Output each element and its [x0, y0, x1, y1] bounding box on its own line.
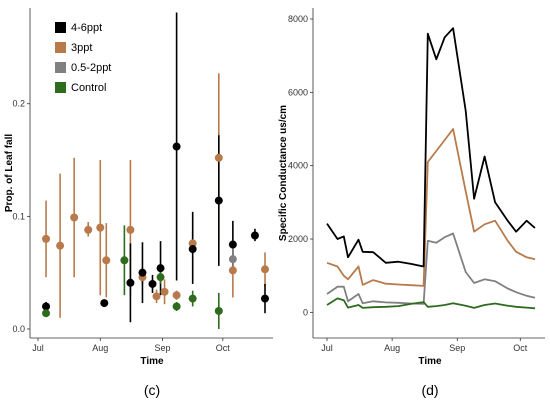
panel-c-point-control [173, 302, 181, 310]
panel-c-point-4-6ppt [229, 241, 237, 249]
panel-c-point-control [189, 295, 197, 303]
panel-c-point-4-6ppt [173, 143, 181, 151]
legend-swatch-4-6ppt [55, 22, 66, 33]
panel-c-y-tick-label: 0.2 [12, 99, 25, 109]
panel-c-x-tick-label: Jul [32, 343, 44, 353]
panel-c-point-control [120, 256, 128, 264]
panel-d: Jul Aug Sep Oct 0 2000 4000 6000 8000 Time Speci… [278, 8, 545, 398]
panel-c-point-3ppt [215, 154, 223, 162]
panel-c-plot-area [30, 8, 273, 338]
panel-c-point-3ppt [153, 292, 161, 300]
legend-label-control: Control [71, 82, 106, 94]
panel-c-point-control [42, 309, 50, 317]
legend-swatch-3ppt [55, 42, 66, 53]
panel-c-point-4-6ppt [100, 299, 108, 307]
panel-c-point-3ppt [56, 242, 64, 250]
panel-d-y-tick-label: 8000 [288, 14, 308, 24]
panel-d-y-axis-label: Specific Conductance us/cm [278, 105, 289, 241]
panel-d-y-tick-label: 6000 [288, 87, 308, 97]
panel-c-point-4-6ppt [261, 295, 269, 303]
panel-d-x-tick-label: Oct [513, 343, 528, 353]
panel-c-x-tick-label: Sep [155, 343, 171, 353]
panel-c-y-axis-label: Prop. of Leaf fall [4, 134, 15, 213]
panel-d-y-tick-label: 4000 [288, 161, 308, 171]
panel-c-point-3ppt [84, 226, 92, 234]
panel-c-point-3ppt [42, 235, 50, 243]
panel-d-plot-area [313, 8, 545, 338]
panel-c-point-3ppt [126, 226, 134, 234]
panel-c-point-3ppt [161, 288, 169, 296]
panel-c-point-3ppt [173, 291, 181, 299]
panel-c-x-tick-label: Oct [216, 343, 231, 353]
panel-c-point-3ppt [70, 213, 78, 221]
panel-d-x-tick-label: Sep [449, 343, 465, 353]
panel-c-x-axis-label: Time [140, 356, 164, 367]
panel-c-point-control [157, 273, 165, 281]
panel-c-point-4-6ppt [157, 264, 165, 272]
panel-d-y-tick-label: 2000 [288, 234, 308, 244]
panel-d-caption: (d) [421, 382, 438, 398]
legend-label-3ppt: 3ppt [71, 42, 92, 54]
panel-c-point-3ppt [102, 256, 110, 264]
panel-c-point-4-6ppt [251, 232, 259, 240]
panel-c-point-0.5-2ppt [229, 255, 237, 263]
panel-c-x-tick-label: Aug [92, 343, 108, 353]
panel-c-point-4-6ppt [189, 245, 197, 253]
legend-swatch-control [55, 82, 66, 93]
panel-c-point-3ppt [229, 266, 237, 274]
panel-c-point-4-6ppt [138, 269, 146, 277]
panel-c-point-3ppt [96, 224, 104, 232]
panel-d-x-axis-label: Time [418, 356, 442, 367]
panel-d-y-tick-label: 0 [303, 307, 308, 317]
panel-c-point-4-6ppt [215, 197, 223, 205]
panel-d-x-tick-label: Jul [321, 343, 333, 353]
legend-label-0.5-2ppt: 0.5-2ppt [71, 62, 111, 74]
panel-c-point-control [215, 307, 223, 315]
panel-c-point-3ppt [261, 265, 269, 273]
panel-c-point-4-6ppt [126, 279, 134, 287]
legend-swatch-0.5-2ppt [55, 62, 66, 73]
panel-d-x-tick-label: Aug [384, 343, 400, 353]
panel-c-caption: (c) [144, 382, 160, 398]
panel-c-y-tick-label: 0.0 [12, 324, 25, 334]
panel-c-point-4-6ppt [149, 280, 157, 288]
legend-label-4-6ppt: 4-6ppt [71, 22, 102, 34]
